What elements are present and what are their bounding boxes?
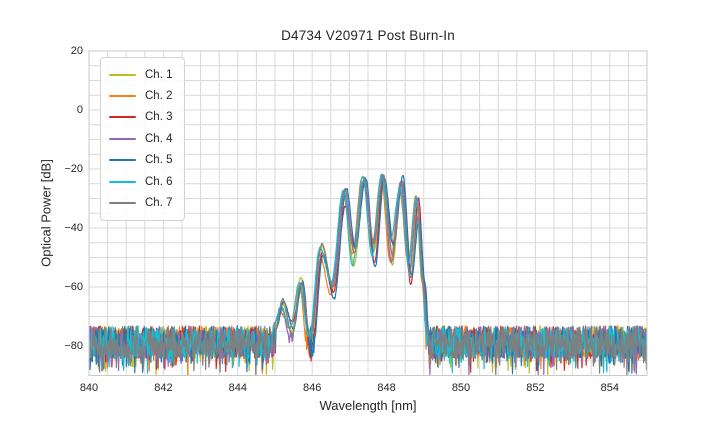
x-tick-label: 844 — [228, 382, 247, 394]
legend-line-swatch — [109, 180, 136, 183]
legend-label: Ch. 6 — [145, 175, 173, 188]
legend-item: Ch. 6 — [109, 171, 173, 192]
legend-item: Ch. 7 — [109, 192, 173, 213]
legend-line-swatch — [109, 137, 136, 140]
y-tick-label: 20 — [70, 45, 83, 57]
legend-label: Ch. 5 — [145, 154, 173, 167]
legend-item: Ch. 2 — [109, 85, 173, 106]
legend-item: Ch. 1 — [109, 64, 173, 85]
legend-line-swatch — [109, 116, 136, 119]
legend-line-swatch — [109, 202, 136, 205]
x-tick-label: 842 — [154, 382, 173, 394]
legend: Ch. 1 Ch. 2 Ch. 3 Ch. 4 Ch. 5 Ch. 6 Ch. 7 — [100, 57, 185, 221]
legend-line-swatch — [109, 73, 136, 76]
legend-label: Ch. 4 — [145, 132, 173, 145]
x-tick-label: 852 — [526, 382, 545, 394]
x-tick-label: 850 — [451, 382, 471, 394]
legend-label: Ch. 3 — [145, 111, 173, 124]
x-tick-label: 840 — [79, 382, 99, 394]
legend-item: Ch. 4 — [109, 128, 173, 149]
x-tick-label: 848 — [377, 382, 396, 394]
y-tick-label: −20 — [64, 163, 83, 175]
legend-line-swatch — [109, 159, 136, 162]
y-tick-label: 0 — [76, 104, 83, 116]
legend-label: Ch. 1 — [145, 68, 173, 81]
series-ch-7 — [89, 173, 647, 376]
legend-item: Ch. 5 — [109, 150, 173, 171]
x-tick-label: 854 — [600, 382, 619, 394]
y-tick-label: −40 — [64, 222, 83, 234]
legend-line-swatch — [109, 95, 136, 98]
x-axis-title: Wavelength [nm] — [319, 398, 417, 413]
y-tick-label: −80 — [64, 340, 83, 352]
axes-border — [88, 50, 648, 376]
chart-title: D4734 V20971 Post Burn-In — [281, 28, 455, 43]
legend-label: Ch. 7 — [145, 197, 173, 210]
x-tick-label: 846 — [303, 382, 322, 394]
y-tick-label: −60 — [64, 281, 83, 293]
legend-item: Ch. 3 — [109, 107, 173, 128]
legend-label: Ch. 2 — [145, 90, 173, 103]
